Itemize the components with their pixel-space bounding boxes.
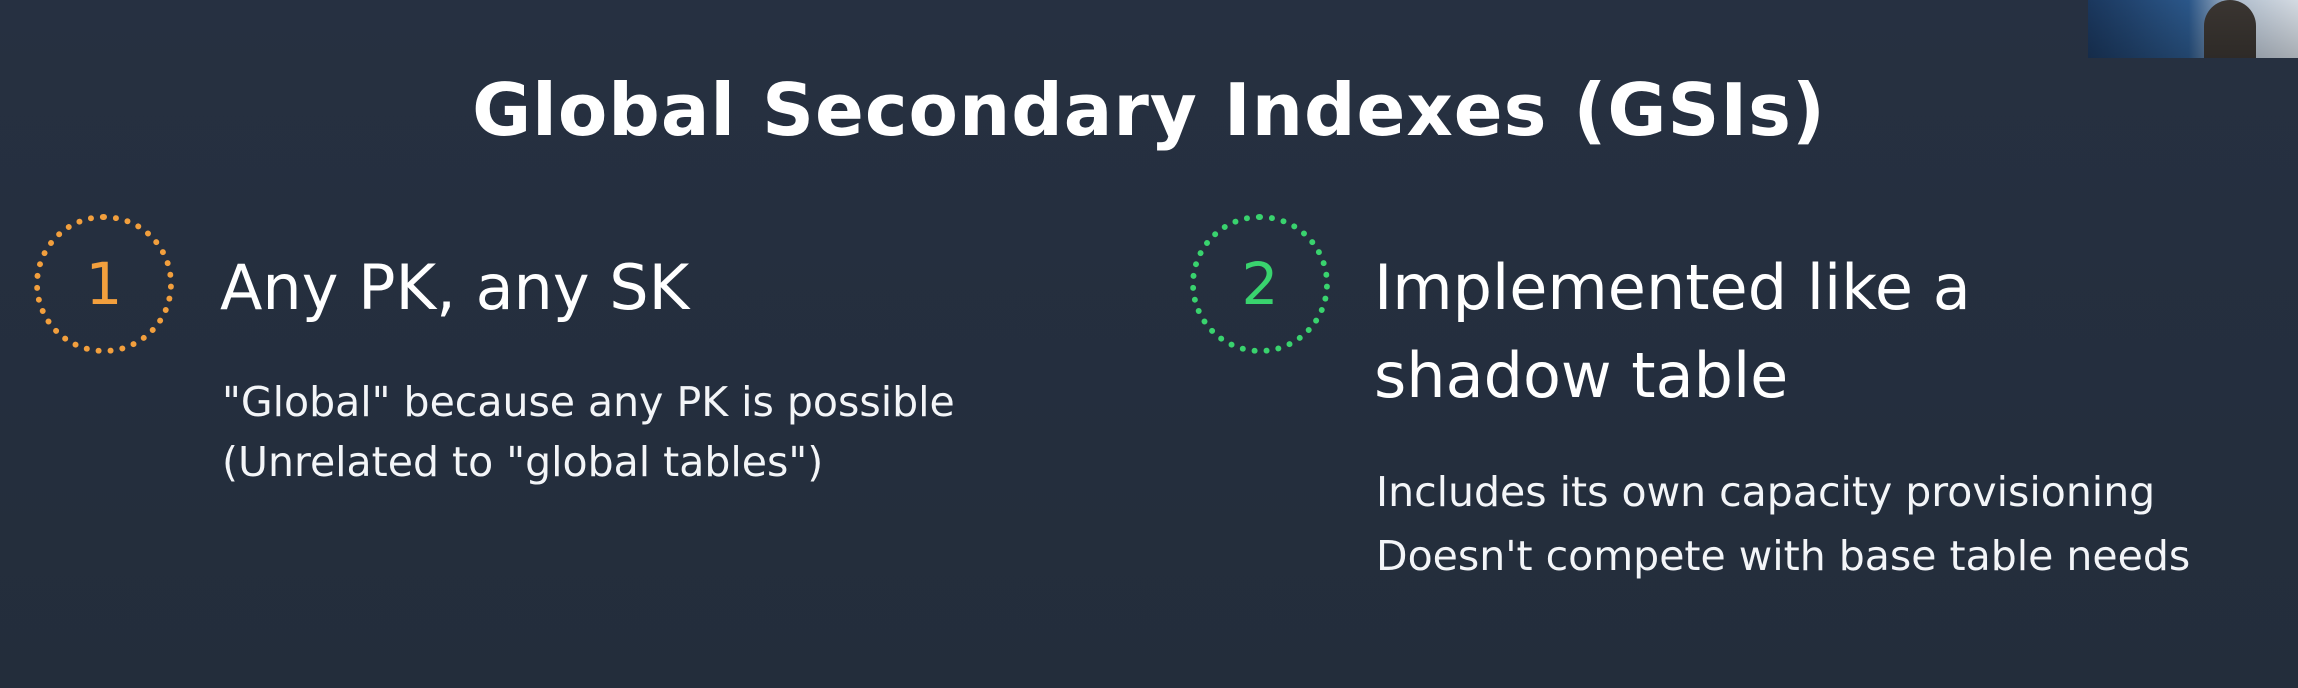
presenter-silhouette	[2204, 0, 2256, 58]
point-one-title: Any PK, any SK	[220, 251, 690, 324]
webcam-overlay	[2088, 0, 2298, 58]
point-two-title-line: Implemented like a	[1374, 251, 1971, 324]
point-one-number-badge: 1	[34, 214, 174, 354]
webcam-thumbnail	[2088, 0, 2298, 58]
point-two-detail: Doesn't compete with base table needs	[1376, 532, 2191, 580]
point-one-number: 1	[85, 250, 123, 318]
slide-title: Global Secondary Indexes (GSIs)	[472, 68, 1826, 152]
point-one-detail: (Unrelated to "global tables")	[222, 438, 824, 486]
point-two-detail: Includes its own capacity provisioning	[1376, 468, 2156, 516]
point-two-title-line: shadow table	[1374, 339, 1789, 412]
point-one-detail: "Global" because any PK is possible	[222, 378, 955, 426]
point-two-number: 2	[1241, 250, 1279, 318]
point-two-number-badge: 2	[1190, 214, 1330, 354]
